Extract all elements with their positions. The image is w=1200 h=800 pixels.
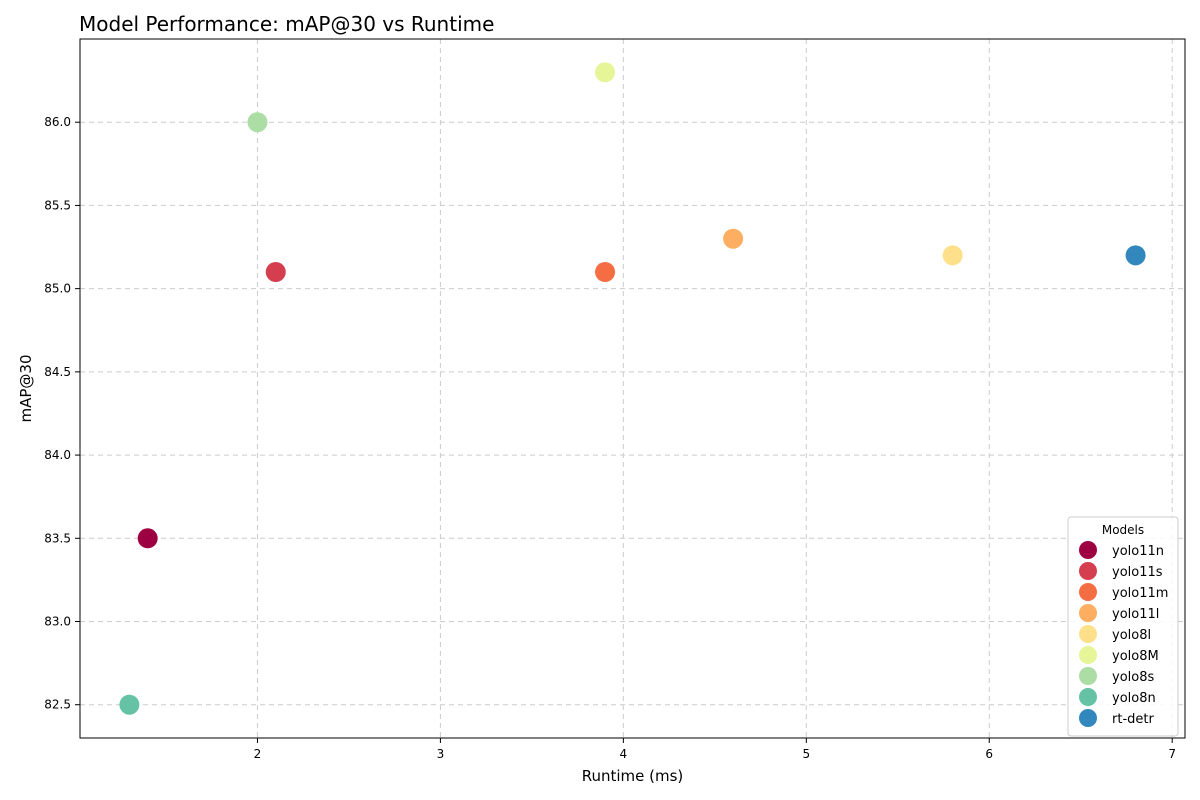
- legend-title: Models: [1102, 523, 1144, 537]
- x-tick-label: 3: [437, 747, 445, 761]
- chart-title: Model Performance: mAP@30 vs Runtime: [79, 12, 494, 36]
- legend-marker-yolo8n: [1079, 688, 1097, 706]
- legend-marker-rt-detr: [1079, 709, 1097, 727]
- data-point-yolo11m: [595, 262, 616, 282]
- legend-label-rt-detr: rt-detr: [1112, 712, 1154, 727]
- y-tick-label: 85.5: [44, 198, 71, 212]
- legend-marker-yolo11n: [1079, 541, 1097, 559]
- data-points: [119, 62, 1146, 715]
- legend-marker-yolo11s: [1079, 562, 1097, 580]
- x-axis-label: Runtime (ms): [582, 767, 684, 785]
- legend-marker-yolo11m: [1079, 583, 1097, 601]
- legend-marker-yolo8l: [1079, 625, 1097, 643]
- x-tick-label: 7: [1168, 747, 1176, 761]
- y-tick-label: 83.5: [44, 531, 71, 545]
- legend-label-yolo8m: yolo8M: [1112, 649, 1159, 664]
- legend-label-yolo8l: yolo8l: [1112, 628, 1151, 643]
- grid: [80, 39, 1185, 738]
- data-point-yolo11s: [265, 262, 286, 282]
- x-axis-ticks: 2 3 4 5 6 7: [254, 738, 1176, 761]
- legend-marker-yolo8s: [1079, 667, 1097, 685]
- y-tick-label: 83.0: [44, 615, 71, 629]
- data-point-yolo11l: [723, 228, 744, 249]
- y-tick-label: 84.5: [44, 365, 71, 379]
- legend: Models yolo11n yolo11s yolo11m yolo11l yolo8…: [1067, 516, 1179, 737]
- x-tick-label: 5: [802, 747, 810, 761]
- y-tick-label: 85.0: [44, 282, 71, 296]
- data-point-yolo8n: [119, 694, 140, 715]
- legend-label-yolo11m: yolo11m: [1112, 586, 1168, 601]
- legend-label-yolo8s: yolo8s: [1112, 670, 1154, 685]
- data-point-rt-detr: [1125, 245, 1146, 266]
- y-tick-label: 86.0: [44, 115, 71, 129]
- data-point-yolo8l: [942, 245, 963, 266]
- legend-label-yolo11n: yolo11n: [1112, 544, 1164, 559]
- legend-label-yolo11s: yolo11s: [1112, 565, 1163, 580]
- x-tick-label: 6: [985, 747, 993, 761]
- legend-label-yolo11l: yolo11l: [1112, 607, 1159, 622]
- x-tick-label: 2: [254, 747, 262, 761]
- y-tick-label: 82.5: [44, 698, 71, 712]
- y-axis-label: mAP@30: [17, 354, 35, 422]
- y-axis-ticks: 82.5 83.0 83.5 84.0 84.5 85.0 85.5 86.0: [44, 115, 80, 712]
- legend-marker-yolo11l: [1079, 604, 1097, 622]
- data-point-yolo8s: [247, 112, 268, 133]
- data-point-yolo11n: [137, 528, 158, 549]
- data-point-yolo8m: [595, 62, 616, 83]
- plot-frame: [79, 38, 1186, 739]
- legend-label-yolo8n: yolo8n: [1112, 691, 1156, 706]
- legend-items: yolo11n yolo11s yolo11m yolo11l yolo8l yolo8M…: [1079, 541, 1168, 727]
- x-tick-label: 4: [620, 747, 628, 761]
- y-tick-label: 84.0: [44, 448, 71, 462]
- legend-marker-yolo8m: [1079, 646, 1097, 664]
